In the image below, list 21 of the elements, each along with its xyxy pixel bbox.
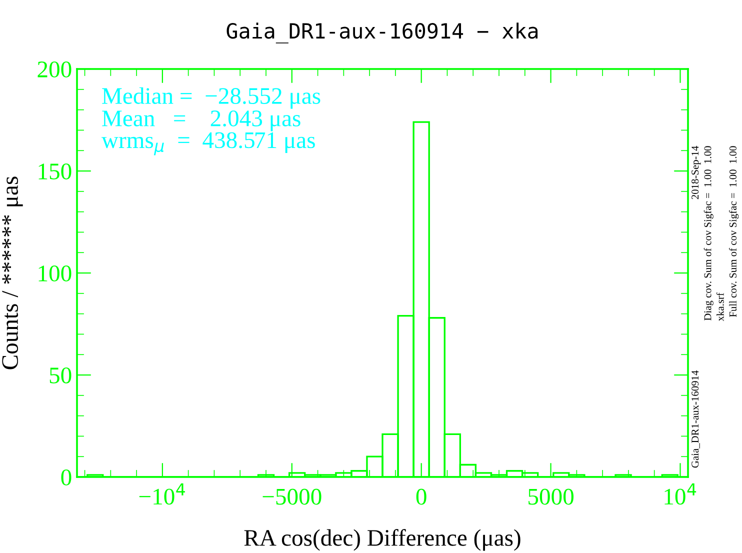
y-tick-label: 150 bbox=[38, 163, 72, 180]
x-tick-label: 10$^{4}$ bbox=[664, 483, 696, 505]
annotation: Mean = 2.043 μas bbox=[102, 110, 300, 132]
chart-title: Gaia_DR1-aux-160914 − xka bbox=[226, 22, 538, 44]
text: Gaia_DR1-aux-160914 bbox=[692, 370, 700, 468]
annotation: Median = −28.552 μas bbox=[102, 87, 320, 109]
y-tick-label: 0 bbox=[61, 469, 72, 486]
x-axis-title: RA cos(dec) Difference (μas) bbox=[244, 529, 520, 551]
text: Diag cov. Sum of cov Sigfac = 1.00 1.00 bbox=[704, 146, 714, 320]
y-tick-label: 50 bbox=[50, 367, 72, 384]
y-tick-label: 200 bbox=[38, 61, 72, 78]
annotation: wrms$_{μ}$ = 438.571 μas bbox=[101, 132, 315, 156]
x-tick-label: 5000 bbox=[528, 488, 574, 505]
y-tick-label: 100 bbox=[38, 265, 72, 282]
x-tick-label: 0 bbox=[416, 488, 426, 505]
text: xka.srf bbox=[716, 292, 724, 322]
x-tick-label: −5000 bbox=[262, 488, 322, 505]
text: Full cov. Sum of cov Sigfac = 1.00 1.00 bbox=[729, 146, 739, 318]
x-tick-label: −10$^{4}$ bbox=[139, 483, 185, 505]
y-axis-title: Counts / ****** μas bbox=[2, 176, 23, 370]
text: 2018-Sep-14 bbox=[692, 146, 701, 200]
